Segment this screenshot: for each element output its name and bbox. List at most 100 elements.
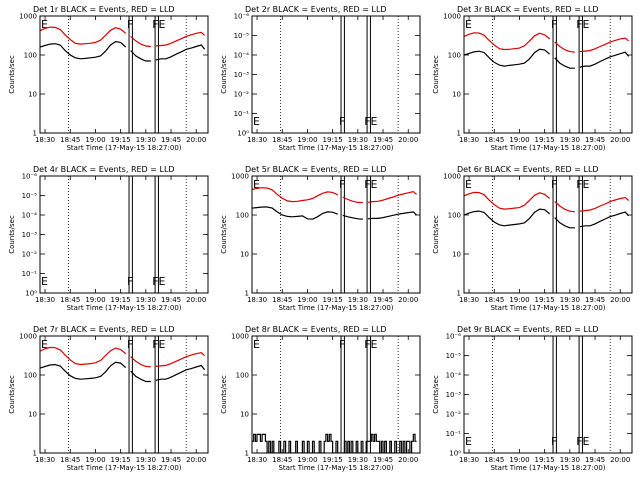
y-axis-label: Counts/sec (432, 375, 440, 414)
panel-det-2r: Det 2r BLACK = Events, RED = LLD E F FE 18:3… (220, 5, 421, 152)
panel-title: Det 9r BLACK = Events, RED = LLD (457, 325, 599, 334)
y-axis-label: Counts/sec (8, 55, 16, 94)
x-tick-label: 19:45 (161, 136, 181, 144)
flag-label: FE (364, 178, 377, 191)
x-tick-label: 18:30 (459, 456, 479, 464)
x-tick-label: 19:15 (111, 456, 131, 464)
flag-label: FE (576, 435, 589, 448)
x-tick-label: 18:30 (459, 296, 479, 304)
x-axis-label: Start Time (17-May-15 18:27:00) (490, 144, 605, 152)
x-tick-label: 20:00 (398, 456, 418, 464)
flag-label: FE (364, 338, 377, 351)
y-tick-label: 10⁻³ (22, 231, 38, 239)
plot-frame (463, 15, 633, 134)
y-tick-label: 10⁰ (237, 130, 249, 138)
x-tick-label: 19:15 (323, 296, 343, 304)
x-tick-label: 20:00 (186, 456, 206, 464)
x-tick-label: 18:30 (35, 136, 55, 144)
plot-frame (39, 15, 209, 134)
x-tick-label: 19:15 (111, 296, 131, 304)
x-tick-label: 18:45 (484, 296, 504, 304)
x-tick-label: 19:30 (348, 136, 368, 144)
flag-label: FE (152, 338, 165, 351)
x-tick-label: 19:45 (373, 136, 393, 144)
x-tick-label: 19:00 (509, 296, 529, 304)
x-tick-label: 18:45 (272, 136, 292, 144)
x-tick-label: 18:45 (272, 456, 292, 464)
y-axis-label: Counts/sec (432, 215, 440, 254)
y-axis-label: Counts/sec (8, 215, 16, 254)
x-tick-label: 20:00 (186, 296, 206, 304)
x-tick-label: 20:00 (610, 136, 630, 144)
y-tick-label: 10⁻² (234, 91, 250, 99)
x-tick-label: 20:00 (610, 296, 630, 304)
series-events (252, 206, 418, 220)
panel-title: Det 4r BLACK = Events, RED = LLD (33, 165, 175, 174)
panel-title: Det 5r BLACK = Events, RED = LLD (245, 165, 387, 174)
x-tick-label: 18:45 (484, 136, 504, 144)
x-tick-label: 18:30 (35, 456, 55, 464)
y-tick-label: 100 (24, 52, 37, 60)
x-axis-label: Start Time (17-May-15 18:27:00) (66, 304, 181, 312)
x-tick-label: 19:00 (297, 456, 317, 464)
flag-label: F (339, 338, 345, 351)
y-tick-label: 10⁻⁵ (22, 192, 38, 200)
y-tick-label: 10⁻⁵ (234, 32, 250, 40)
flag-label: FE (152, 18, 165, 31)
x-tick-label: 20:00 (398, 296, 418, 304)
x-tick-label: 20:00 (186, 136, 206, 144)
y-tick-label: 10⁻³ (234, 71, 250, 79)
x-tick-label: 19:45 (373, 296, 393, 304)
y-tick-label: 100 (448, 52, 461, 60)
panel-det-8r: Det 8r BLACK = Events, RED = LLD E F FE 18:3… (220, 325, 421, 472)
y-tick-label: 10 (240, 411, 249, 419)
y-tick-label: 1000 (231, 173, 249, 181)
x-axis-label: Start Time (17-May-15 18:27:00) (490, 304, 605, 312)
x-tick-label: 19:45 (585, 456, 605, 464)
y-tick-label: 1000 (443, 13, 461, 21)
flag-label: F (551, 178, 557, 191)
plot-frame (39, 335, 209, 454)
y-tick-label: 1000 (231, 333, 249, 341)
flag-label: E (41, 275, 48, 288)
x-tick-label: 20:00 (610, 456, 630, 464)
x-axis-label: Start Time (17-May-15 18:27:00) (278, 304, 393, 312)
flag-label: E (465, 18, 472, 31)
y-tick-label: 10⁻⁶ (22, 173, 38, 181)
x-axis-label: Start Time (17-May-15 18:27:00) (490, 464, 605, 472)
x-tick-label: 18:30 (35, 296, 55, 304)
flag-label: E (253, 115, 260, 128)
x-tick-label: 19:15 (535, 136, 555, 144)
x-tick-label: 19:45 (161, 296, 181, 304)
flag-label: F (127, 275, 133, 288)
panel-title: Det 3r BLACK = Events, RED = LLD (457, 5, 599, 14)
x-tick-label: 18:45 (272, 296, 292, 304)
x-tick-label: 19:00 (509, 136, 529, 144)
flag-label: E (465, 435, 472, 448)
y-tick-label: 1 (33, 450, 37, 458)
y-tick-label: 10⁻¹ (234, 110, 250, 118)
plot-frame (463, 175, 633, 294)
y-tick-label: 10⁻¹ (22, 270, 38, 278)
y-tick-label: 1 (33, 130, 37, 138)
x-tick-label: 19:15 (111, 136, 131, 144)
series-lld (40, 346, 206, 368)
x-tick-label: 20:00 (398, 136, 418, 144)
flag-label: F (339, 115, 345, 128)
panel-title: Det 8r BLACK = Events, RED = LLD (245, 325, 387, 334)
x-tick-label: 18:30 (247, 296, 267, 304)
x-axis-label: Start Time (17-May-15 18:27:00) (278, 144, 393, 152)
flag-label: E (253, 338, 260, 351)
y-tick-label: 10 (452, 91, 461, 99)
y-tick-label: 10⁻⁴ (234, 52, 250, 60)
y-tick-label: 10⁻⁴ (446, 372, 462, 380)
x-tick-label: 19:00 (297, 136, 317, 144)
x-tick-label: 19:30 (560, 456, 580, 464)
x-tick-label: 19:00 (85, 456, 105, 464)
panel-title: Det 7r BLACK = Events, RED = LLD (33, 325, 175, 334)
x-axis-label: Start Time (17-May-15 18:27:00) (66, 144, 181, 152)
x-tick-label: 18:45 (484, 456, 504, 464)
y-tick-label: 1000 (443, 173, 461, 181)
x-tick-label: 19:00 (509, 456, 529, 464)
